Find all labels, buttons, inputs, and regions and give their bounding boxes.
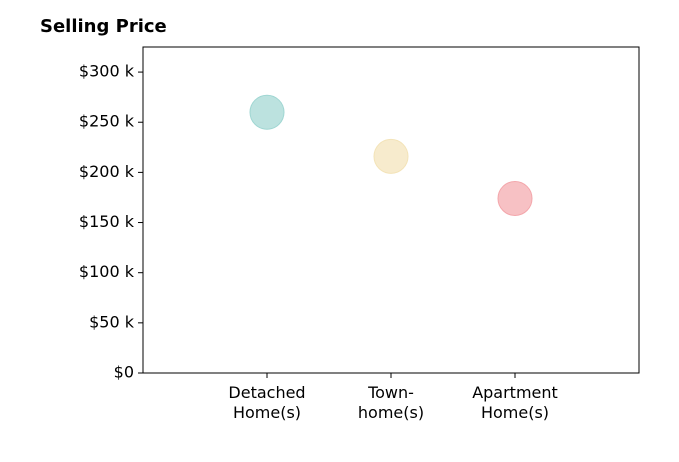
x-tick-label: Apartment — [472, 383, 558, 402]
y-tick-label: $250 k — [79, 112, 135, 131]
plot-frame — [142, 46, 640, 374]
data-point — [249, 94, 285, 130]
x-tick-label: Home(s) — [481, 403, 549, 422]
y-tick-label: $150 k — [79, 212, 135, 231]
data-point — [373, 138, 409, 174]
x-tick-label: Town- — [367, 383, 414, 402]
data-point — [497, 180, 533, 216]
x-tick-label: Home(s) — [233, 403, 301, 422]
y-tick-label: $50 k — [89, 312, 135, 331]
data-points — [249, 94, 533, 216]
y-axis: $0 $50 k $100 k $150 k $200 k $250 k $300 k — [79, 62, 143, 382]
y-tick-label: $300 k — [79, 62, 135, 81]
y-tick-label: $200 k — [79, 162, 135, 181]
x-tick-label: Detached — [228, 383, 305, 402]
x-tick-label: home(s) — [358, 403, 424, 422]
y-tick-label: $100 k — [79, 262, 135, 281]
chart-title: Selling Price — [40, 16, 167, 37]
y-tick-label: $0 — [114, 363, 134, 382]
x-axis: DetachedHome(s)Town-home(s)ApartmentHome… — [228, 373, 558, 422]
